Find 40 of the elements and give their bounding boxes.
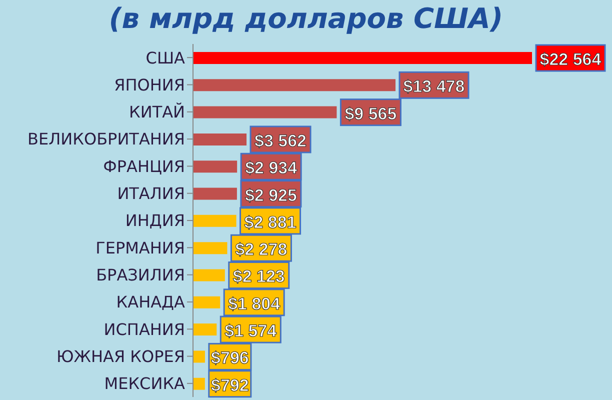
data-label: $2 934	[245, 158, 298, 178]
data-label: $796	[211, 348, 249, 368]
y-tick-label: МЕКСИКА	[104, 374, 186, 394]
bar	[193, 324, 217, 336]
bar	[193, 214, 236, 227]
data-label: $2 123	[232, 267, 285, 286]
y-tick-label: БРАЗИЛИЯ	[96, 265, 185, 284]
bar	[193, 296, 220, 308]
bar	[193, 79, 396, 92]
y-tick-label: ЮЖНАЯ КОРЕЯ	[56, 346, 185, 366]
bar	[193, 269, 225, 282]
data-label: $792	[210, 376, 249, 395]
bar	[193, 133, 247, 146]
data-label: $2 925	[244, 186, 297, 205]
y-tick-label: КИТАЙ	[128, 102, 185, 122]
y-tick-label: ИТАЛИЯ	[117, 184, 185, 204]
bar	[193, 160, 238, 173]
data-label: $2 881	[244, 212, 296, 232]
data-label: $9 565	[344, 104, 397, 124]
y-tick-label: ФРАНЦИЯ	[103, 156, 185, 176]
data-label: $13 478	[403, 77, 465, 96]
data-label: $3 562	[254, 131, 307, 150]
y-tick-label: ВЕЛИКОБРИТАНИЯ	[28, 130, 185, 149]
y-tick-label: США	[146, 48, 186, 68]
bar	[193, 52, 532, 64]
bar	[193, 350, 205, 363]
bar	[193, 106, 337, 118]
y-tick-label: ЯПОНИЯ	[114, 75, 185, 94]
data-label: $1 804	[228, 294, 281, 314]
bar	[193, 378, 205, 390]
bar	[193, 188, 237, 200]
data-label: $22 564	[540, 50, 602, 69]
y-tick-label: ИНДИЯ	[125, 211, 185, 230]
y-tick-label: ГЕРМАНИЯ	[96, 238, 185, 258]
data-label: $2 278	[235, 240, 288, 260]
chart-title: (в млрд долларов США)	[108, 2, 504, 35]
data-label: $1 574	[224, 322, 278, 341]
y-tick-label: ИСПАНИЯ	[104, 320, 185, 339]
y-tick-label: КАНАДА	[116, 292, 186, 312]
bar	[193, 242, 228, 254]
